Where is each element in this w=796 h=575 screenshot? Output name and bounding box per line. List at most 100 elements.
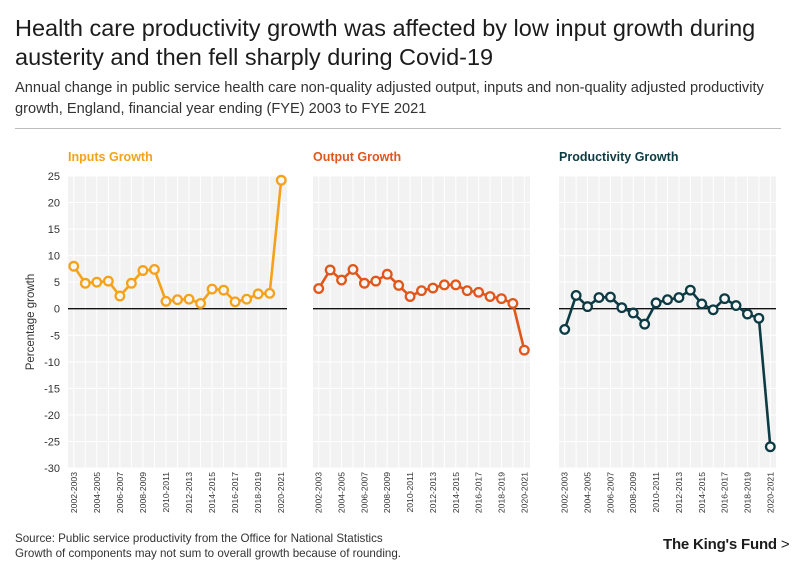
data-point	[381, 268, 393, 280]
x-tick-label: 2018-2019	[496, 472, 506, 513]
data-point	[450, 279, 462, 291]
x-tick-label: 2008-2009	[382, 472, 392, 513]
x-tick-label: 2006-2007	[359, 472, 369, 513]
data-point	[358, 277, 370, 289]
data-point	[206, 283, 218, 295]
y-axis-label: Percentage growth	[25, 274, 37, 371]
data-point	[68, 260, 80, 272]
x-tick-label: 2010-2011	[651, 472, 661, 513]
data-point	[416, 285, 427, 297]
x-tick-label: 2002-2003	[314, 472, 324, 513]
data-point	[662, 294, 673, 306]
data-point	[102, 275, 114, 287]
data-point	[719, 293, 731, 305]
y-tick-label: -25	[44, 436, 60, 448]
x-tick-label: 2016-2017	[474, 472, 484, 513]
data-point	[673, 292, 685, 304]
data-point	[91, 276, 103, 288]
x-tick-label: 2006-2007	[115, 472, 125, 513]
data-point	[404, 291, 416, 302]
y-tick-label: 5	[54, 277, 60, 289]
data-point	[313, 283, 325, 295]
logo-text: The King's Fund	[663, 536, 777, 553]
data-point	[730, 300, 742, 311]
data-point	[275, 174, 287, 186]
y-tick-label: -15	[44, 383, 60, 395]
x-tick-label: 2020-2021	[276, 472, 286, 513]
data-point	[650, 297, 662, 309]
y-tick-label: -5	[50, 330, 60, 342]
data-point	[347, 263, 359, 275]
data-point	[183, 293, 195, 305]
data-point	[484, 291, 496, 302]
data-point	[148, 263, 160, 275]
panel-title: Productivity Growth	[559, 150, 678, 164]
y-tick-label: 0	[54, 304, 60, 316]
y-tick-label: 15	[48, 224, 60, 236]
data-point	[604, 291, 616, 303]
x-tick-label: 2018-2019	[742, 472, 752, 513]
data-point	[438, 279, 450, 291]
x-tick-label: 2014-2015	[207, 472, 217, 513]
source-note: Source: Public service productivity from…	[15, 531, 401, 561]
data-point	[627, 307, 639, 319]
data-point	[218, 284, 230, 296]
data-point	[582, 301, 594, 313]
x-tick-label: 2002-2003	[560, 472, 570, 513]
x-tick-label: 2012-2013	[184, 472, 194, 513]
y-tick-label: 20	[48, 198, 60, 210]
x-tick-label: 2008-2009	[138, 472, 148, 513]
data-point	[518, 344, 530, 356]
x-tick-label: 2016-2017	[230, 472, 240, 513]
data-point	[241, 293, 253, 305]
x-tick-label: 2020-2021	[519, 472, 529, 513]
data-point	[741, 308, 753, 320]
data-point	[427, 282, 439, 294]
source-line: Source: Public service productivity from…	[15, 532, 383, 545]
data-point	[684, 284, 696, 296]
data-point	[764, 441, 776, 453]
data-point	[559, 323, 571, 335]
data-point	[473, 286, 485, 298]
x-tick-label: 2008-2009	[628, 472, 638, 513]
data-point	[195, 297, 207, 309]
rounding-note: Growth of components may not sum to over…	[15, 547, 402, 560]
kings-fund-logo[interactable]: The King's Fund >	[663, 536, 790, 553]
data-point	[79, 277, 91, 289]
chart-subtitle: Annual change in public service health c…	[15, 80, 764, 117]
chart-area: Percentage growth 25 20 15 10 5 0 -5 -10 -15 -20 -2…	[25, 150, 776, 513]
x-tick-label: 2004-2005	[337, 472, 347, 513]
data-point	[639, 318, 651, 330]
y-tick-label: -10	[44, 357, 60, 369]
x-tick-label: 2012-2013	[428, 472, 438, 513]
data-point	[252, 288, 264, 300]
y-tick-label: 25	[48, 171, 60, 183]
x-tick-label: 2004-2005	[583, 472, 593, 513]
x-tick-label: 2002-2003	[69, 472, 79, 513]
y-tick-label: 10	[48, 251, 60, 263]
data-point	[593, 292, 605, 304]
data-point	[753, 312, 765, 324]
x-tick-label: 2004-2005	[92, 472, 102, 513]
x-tick-label: 2020-2021	[765, 472, 775, 513]
data-point	[393, 279, 405, 291]
y-tick-label: -20	[44, 410, 60, 422]
x-tick-label: 2012-2013	[674, 472, 684, 513]
chevron-right-icon: >	[780, 536, 790, 553]
data-point	[461, 285, 473, 297]
x-tick-label: 2010-2011	[405, 472, 415, 513]
panel-title: Inputs Growth	[68, 150, 153, 164]
chart-title: Health care productivity growth was affe…	[15, 15, 756, 70]
data-point	[570, 290, 582, 301]
data-point	[336, 274, 348, 286]
data-point	[125, 277, 137, 289]
data-point	[137, 265, 149, 276]
x-tick-label: 2014-2015	[451, 472, 461, 513]
data-point	[707, 304, 719, 316]
data-point	[616, 302, 628, 314]
x-tick-label: 2010-2011	[161, 472, 171, 513]
data-point	[264, 287, 276, 299]
data-point	[495, 293, 507, 305]
panel-title: Output Growth	[313, 150, 401, 164]
data-point	[160, 295, 172, 307]
